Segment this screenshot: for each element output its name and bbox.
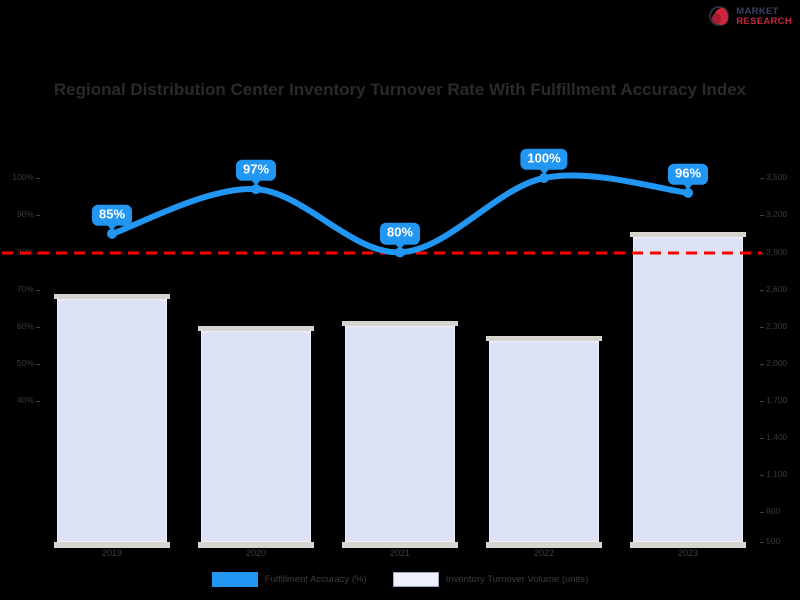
right-axis-tick-mark [760, 401, 764, 402]
right-axis-tick-mark [760, 364, 764, 365]
right-axis-tick-mark [760, 475, 764, 476]
x-axis-tick-label: 2022 [533, 548, 555, 558]
left-axis-tick-mark [36, 215, 40, 216]
bar-top-cap [54, 294, 170, 300]
legend-swatch-icon [392, 572, 439, 587]
left-axis-tick-mark [36, 178, 40, 179]
legend-label: Fulfillment Accuracy (%) [264, 574, 367, 585]
bar-base-cap [198, 542, 314, 548]
bar[interactable] [489, 340, 599, 542]
legend-swatch-icon [211, 572, 258, 587]
data-label: 85% [91, 204, 133, 232]
brand-logo: MARKET RESEARCH [708, 5, 792, 29]
left-axis-tick-label: 90% [16, 209, 34, 219]
bar[interactable] [57, 299, 167, 542]
right-axis-tick-label: 2,600 [766, 284, 788, 294]
data-label: 80% [379, 223, 421, 250]
right-axis-tick-mark [760, 512, 764, 513]
bar-top-cap [198, 325, 314, 331]
bar-base-cap [342, 542, 458, 548]
droplet-circle-icon [708, 5, 732, 29]
left-axis-tick-label: 80% [16, 247, 34, 257]
right-axis-tick-label: 1,400 [766, 432, 788, 442]
left-axis-tick-label: 100% [12, 172, 34, 182]
right-axis-tick-label: 3,500 [766, 172, 788, 182]
left-axis-tick-mark [36, 290, 40, 291]
x-axis-tick-label: 2020 [245, 548, 267, 558]
logo-text-line2: RESEARCH [736, 16, 792, 27]
chart-title: Regional Distribution Center Inventory T… [53, 80, 747, 99]
y-axis-right: 3,500 3,200 2,900 2,600 2,300 2,000 1,700 1,400… [760, 150, 800, 545]
right-axis-tick-mark [760, 253, 764, 254]
right-axis-tick-mark [760, 327, 764, 328]
bar-base-cap [486, 542, 602, 548]
left-axis-tick-mark [36, 327, 40, 328]
right-axis-tick-mark [760, 215, 764, 216]
right-axis-tick-mark [760, 542, 764, 543]
left-axis-tick-mark [36, 253, 40, 254]
right-axis-tick-label: 3,200 [766, 209, 788, 219]
bar-base-cap [54, 542, 170, 548]
logo-text-line1: MARKET [736, 6, 779, 18]
data-label: 97% [235, 159, 277, 187]
bar-top-cap [342, 321, 458, 327]
left-axis-tick-mark [36, 364, 40, 365]
right-axis-tick-label: 1,100 [766, 469, 788, 479]
right-axis-tick-label: 500 [766, 536, 781, 546]
right-axis-tick-label: 2,900 [766, 247, 788, 257]
x-axis-tick-label: 2019 [101, 548, 123, 558]
legend-item[interactable]: Fulfillment Accuracy (%) [211, 572, 367, 587]
x-axis-tick-label: 2023 [677, 548, 699, 558]
bar-top-cap [486, 335, 602, 341]
bar[interactable] [201, 330, 311, 542]
right-axis-tick-label: 2,000 [766, 358, 788, 368]
data-label: 100% [520, 148, 568, 176]
left-axis-tick-label: 70% [16, 284, 34, 294]
left-axis-tick-label: 40% [16, 395, 34, 405]
y-axis-left: 100% 90% 80% 70% 60% 50% 40% [0, 150, 40, 542]
right-axis-tick-mark [760, 178, 764, 179]
left-axis-tick-mark [36, 401, 40, 402]
data-label: 96% [667, 163, 709, 191]
right-axis-tick-label: 2,300 [766, 321, 788, 331]
bar[interactable] [345, 326, 455, 542]
right-axis-tick-label: 800 [766, 506, 781, 516]
legend-label: Inventory Turnover Volume (units) [445, 574, 589, 585]
bar[interactable] [633, 237, 743, 542]
x-axis-tick-label: 2021 [389, 548, 411, 558]
left-axis-tick-label: 60% [16, 321, 34, 331]
left-axis-tick-label: 50% [16, 358, 34, 368]
bar-base-cap [630, 542, 746, 548]
right-axis-tick-label: 1,700 [766, 395, 788, 405]
right-axis-tick-mark [760, 438, 764, 439]
right-axis-tick-mark [760, 290, 764, 291]
legend-item[interactable]: Inventory Turnover Volume (units) [392, 572, 589, 587]
chart-legend: Fulfillment Accuracy (%) Inventory Turnov… [0, 572, 800, 587]
